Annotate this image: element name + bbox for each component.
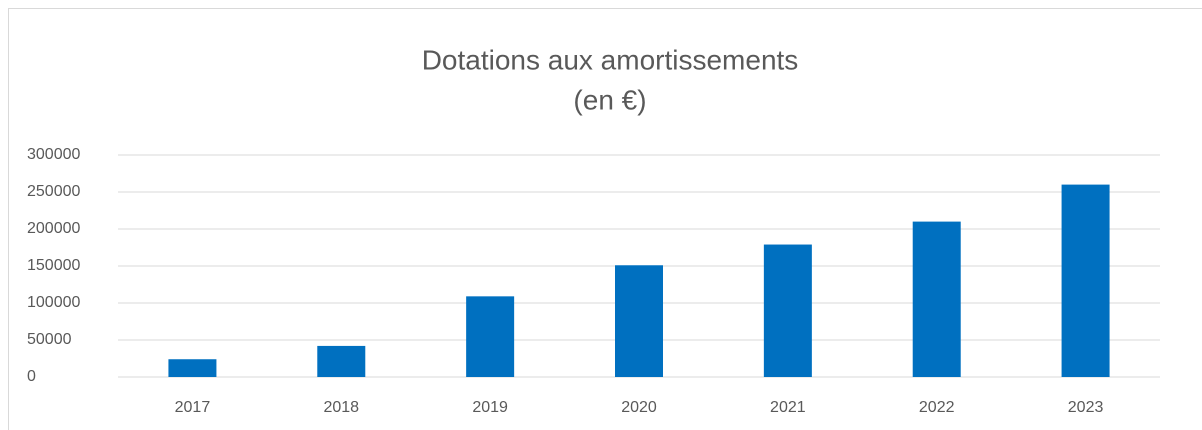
x-tick-label: 2020 <box>621 399 657 416</box>
x-tick-label: 2022 <box>919 399 955 416</box>
y-tick-label: 50000 <box>27 331 72 348</box>
y-tick-label: 250000 <box>27 183 80 200</box>
x-tick-label: 2023 <box>1068 399 1104 416</box>
bar <box>615 265 663 377</box>
y-tick-label: 150000 <box>27 257 80 274</box>
x-tick-label: 2021 <box>770 399 806 416</box>
x-tick-label: 2018 <box>323 399 359 416</box>
y-tick-label: 100000 <box>27 294 80 311</box>
bar <box>1061 184 1110 377</box>
y-tick-label: 200000 <box>27 220 80 237</box>
bar <box>912 221 961 377</box>
chart-title: Dotations aux amortissements <box>422 44 799 75</box>
chart-border <box>8 8 1202 430</box>
bar <box>763 244 812 377</box>
chart-subtitle: (en €) <box>573 84 646 115</box>
y-tick-label: 0 <box>27 368 36 385</box>
x-tick-label: 2019 <box>472 399 508 416</box>
y-tick-label: 300000 <box>27 146 80 163</box>
bar <box>317 345 366 377</box>
bar <box>168 359 217 377</box>
x-tick-label: 2017 <box>175 399 211 416</box>
bar <box>466 296 515 377</box>
